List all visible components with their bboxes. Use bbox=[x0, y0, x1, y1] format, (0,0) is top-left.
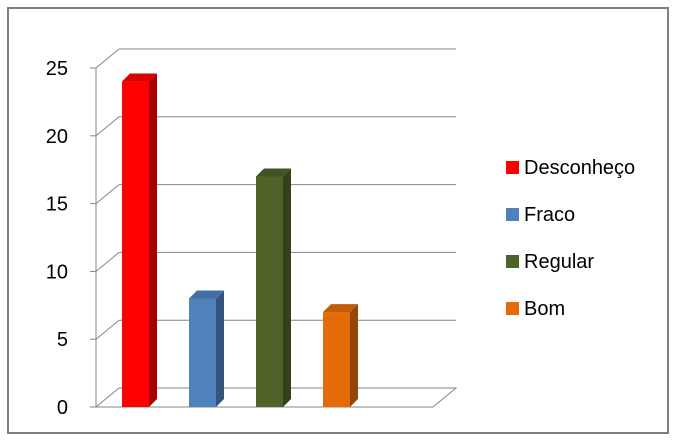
legend-item-regular: Regular bbox=[506, 238, 671, 285]
bar-2 bbox=[189, 290, 224, 407]
bar-top bbox=[122, 73, 157, 82]
chart-floor bbox=[94, 387, 458, 408]
y-tick-label: 20 bbox=[46, 126, 68, 148]
bar-top bbox=[323, 304, 358, 313]
y-tick-label: 15 bbox=[46, 194, 68, 216]
legend-swatch-fraco bbox=[506, 208, 519, 221]
bar-3 bbox=[256, 168, 291, 407]
legend-label-bom: Bom bbox=[524, 297, 566, 320]
legend-item-fraco: Fraco bbox=[506, 191, 671, 238]
gridline-side bbox=[95, 184, 120, 204]
bar-top bbox=[256, 168, 291, 177]
bar-side bbox=[149, 73, 157, 407]
bar-front bbox=[256, 176, 283, 407]
gridline-side bbox=[95, 48, 120, 69]
gridline-side bbox=[95, 116, 120, 137]
bar-1 bbox=[122, 73, 157, 407]
legend-label-fraco: Fraco bbox=[524, 203, 576, 226]
legend-swatch-bom bbox=[506, 302, 519, 315]
bar-side bbox=[283, 168, 291, 407]
y-tick-label: 10 bbox=[46, 261, 68, 283]
legend-label-desconheco: Desconheço bbox=[524, 156, 636, 179]
y-tick-label: 0 bbox=[57, 397, 68, 419]
bar-front bbox=[323, 312, 350, 407]
bar-top bbox=[189, 290, 224, 299]
chart-legend: Desconheço Fraco Regular Bom bbox=[506, 144, 671, 332]
legend-swatch-desconheco bbox=[506, 161, 519, 174]
y-tick-label: 25 bbox=[46, 58, 68, 80]
bar-4 bbox=[323, 304, 358, 407]
gridline-side bbox=[95, 319, 120, 340]
gridline-side bbox=[95, 252, 120, 272]
bar-side bbox=[216, 290, 224, 407]
bar-side bbox=[350, 304, 358, 407]
bar-front bbox=[189, 298, 216, 407]
bar-front bbox=[122, 81, 149, 407]
legend-item-desconheco: Desconheço bbox=[506, 144, 671, 191]
legend-label-regular: Regular bbox=[524, 250, 595, 273]
legend-item-bom: Bom bbox=[506, 285, 671, 332]
y-tick-label: 5 bbox=[57, 329, 68, 351]
legend-swatch-regular bbox=[506, 255, 519, 268]
